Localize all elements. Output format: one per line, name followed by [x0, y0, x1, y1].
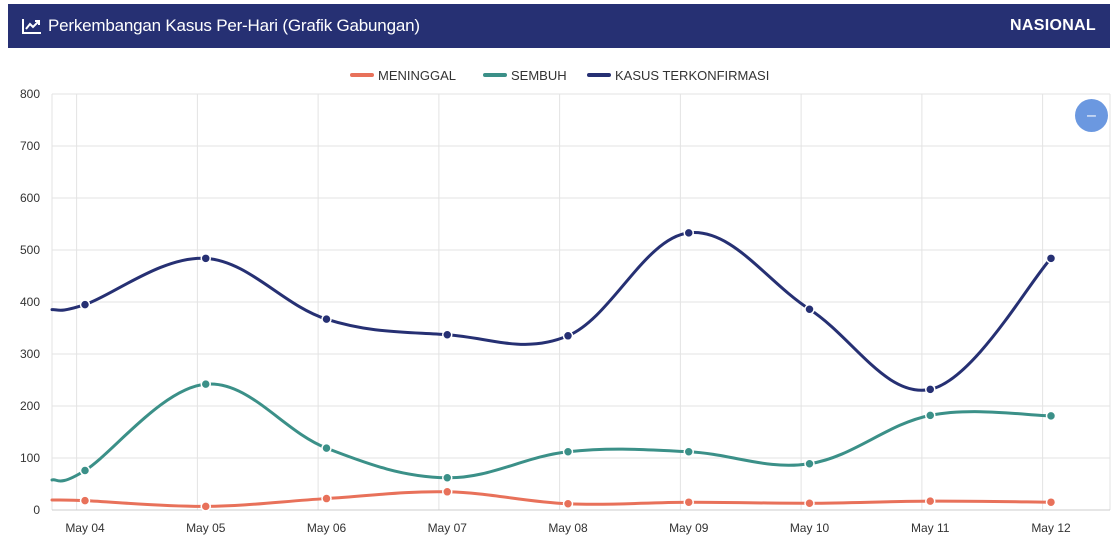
data-point[interactable] [683, 496, 694, 508]
legend-label: MENINGGAL [378, 68, 456, 83]
data-point[interactable] [321, 442, 332, 454]
chart-grid [51, 93, 1111, 511]
data-point[interactable] [804, 458, 815, 469]
data-point[interactable] [925, 495, 936, 507]
data-point[interactable] [79, 465, 91, 476]
data-point[interactable] [1045, 496, 1057, 508]
line-chart-icon [22, 19, 41, 34]
data-point[interactable] [79, 495, 91, 506]
data-point[interactable] [562, 446, 574, 458]
legend-label: SEMBUH [511, 68, 567, 83]
x-tick-label: May 12 [1031, 521, 1071, 535]
data-point[interactable] [200, 253, 211, 264]
data-point[interactable] [321, 313, 332, 325]
y-tick-label: 600 [20, 191, 40, 205]
chart-header: Perkembangan Kasus Per-Hari (Grafik Gabu… [8, 4, 1110, 48]
series-line [50, 382, 1053, 483]
y-tick-label: 300 [20, 347, 40, 361]
y-tick-label: 800 [20, 87, 40, 101]
data-point[interactable] [683, 446, 694, 458]
data-point[interactable] [442, 486, 453, 498]
y-axis-ticks: 0 100 200 300 400 500 600 700 800 [20, 87, 40, 517]
series-meninggal [50, 486, 1057, 512]
x-axis-ticks: May 04 May 05 May 06 May 07 May 08 May 09 May … [65, 521, 1071, 535]
x-tick-label: May 07 [428, 521, 468, 535]
data-point[interactable] [200, 501, 211, 512]
data-point[interactable] [1045, 253, 1057, 264]
data-point[interactable] [1045, 410, 1057, 422]
data-point[interactable] [804, 304, 815, 315]
y-tick-label: 200 [20, 399, 40, 413]
x-tick-label: May 08 [548, 521, 588, 535]
y-tick-label: 400 [20, 295, 40, 309]
series-sembuh [50, 378, 1057, 484]
data-point[interactable] [79, 299, 91, 310]
data-point[interactable] [442, 329, 453, 341]
data-point[interactable] [442, 472, 453, 484]
series-line [50, 490, 1053, 508]
x-tick-label: May 06 [307, 521, 347, 535]
data-point[interactable] [804, 497, 815, 509]
data-point[interactable] [683, 227, 694, 239]
data-point[interactable] [562, 498, 574, 510]
x-tick-label: May 05 [186, 521, 226, 535]
series-kasus-terkonfirmasi [50, 227, 1057, 395]
header-title: Perkembangan Kasus Per-Hari (Grafik Gabu… [48, 16, 420, 35]
data-point[interactable] [200, 378, 211, 390]
data-point[interactable] [321, 493, 332, 504]
zoom-out-button[interactable]: – [1075, 99, 1108, 132]
legend-item[interactable]: SEMBUH [483, 68, 567, 83]
region-label: NASIONAL [1010, 17, 1096, 34]
header-title-group: Perkembangan Kasus Per-Hari (Grafik Gabu… [22, 4, 420, 48]
x-tick-label: May 09 [669, 521, 709, 535]
y-tick-label: 700 [20, 139, 40, 153]
y-tick-label: 100 [20, 451, 40, 465]
x-tick-label: May 04 [65, 521, 105, 535]
series-line [50, 231, 1053, 392]
y-tick-label: 500 [20, 243, 40, 257]
x-tick-label: May 10 [790, 521, 830, 535]
chart-series [50, 227, 1057, 512]
data-point[interactable] [925, 410, 936, 421]
legend-item[interactable]: MENINGGAL [350, 68, 456, 83]
legend-label: KASUS TERKONFIRMASI [615, 68, 769, 83]
y-tick-label: 0 [33, 503, 40, 517]
x-tick-label: May 11 [911, 521, 950, 535]
chart-legend: MENINGGAL SEMBUH KASUS TERKONFIRMASI [350, 68, 769, 83]
data-point[interactable] [562, 330, 574, 342]
legend-item[interactable]: KASUS TERKONFIRMASI [587, 68, 769, 83]
data-point[interactable] [925, 384, 936, 395]
minus-icon: – [1087, 106, 1096, 124]
